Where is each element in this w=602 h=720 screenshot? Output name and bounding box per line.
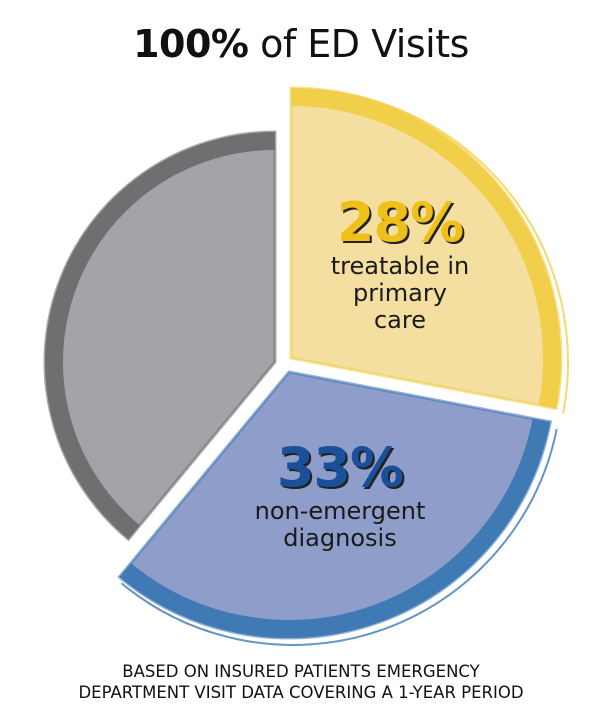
title-percent: 100% (133, 22, 249, 66)
footnote: BASED ON INSURED PATIENTS EMERGENCY DEPA… (0, 661, 602, 703)
pie-slice-outline-1 (120, 428, 558, 646)
pie-slice-band-2 (45, 132, 276, 540)
slice-value-non-emergent: 33% (276, 436, 404, 499)
footnote-line-1: BASED ON INSURED PATIENTS EMERGENCY (122, 662, 480, 681)
pie-slice-band-1 (119, 418, 551, 638)
slice-label-primary-care: 28% treatable in primary care (300, 193, 500, 334)
pie-slice-band-0 (290, 88, 561, 409)
pie-slice-outline-0 (297, 88, 569, 414)
slice-label-non-emergent: 33% non-emergent diagnosis (230, 438, 450, 552)
slice-text-primary-care: treatable in primary care (330, 252, 470, 334)
title-text: of ED Visits (248, 22, 469, 66)
slice-value-primary-care: 28% (336, 191, 464, 254)
footnote-line-2: DEPARTMENT VISIT DATA COVERING A 1-YEAR … (78, 683, 524, 702)
slice-text-non-emergent: non-emergent diagnosis (254, 497, 426, 552)
chart-title: 100% of ED Visits (0, 22, 602, 66)
